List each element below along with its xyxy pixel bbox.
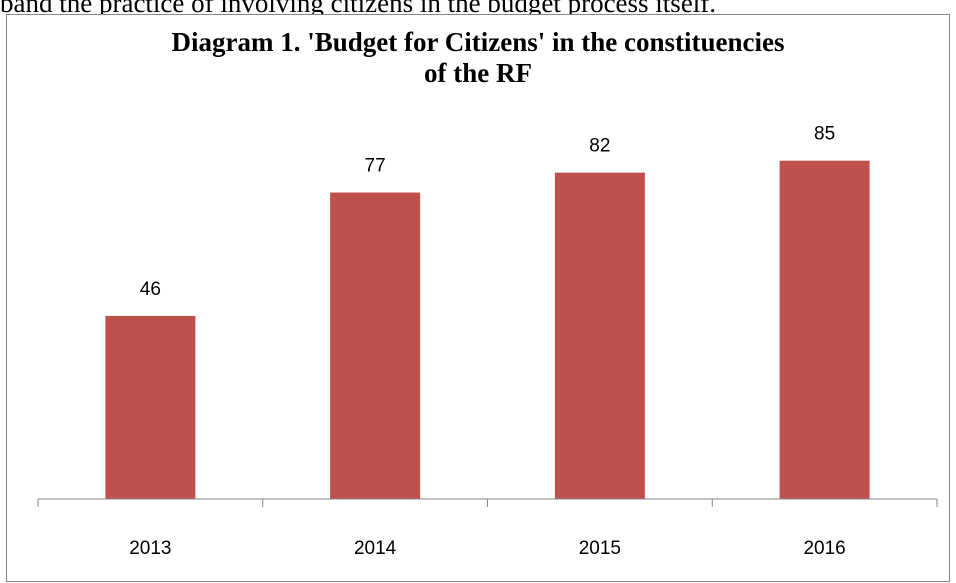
- category-label-2015: 2015: [579, 538, 621, 559]
- data-labels-layer: 46 77 82 85: [140, 124, 835, 300]
- category-label-2013: 2013: [129, 538, 171, 559]
- x-axis-category-labels: 2013 2014 2015 2016: [129, 538, 846, 559]
- category-label-2016: 2016: [803, 538, 845, 559]
- data-label-2014: 77: [365, 156, 386, 177]
- bar-2014: [330, 192, 421, 500]
- bar-2016: [779, 160, 870, 499]
- data-label-2016: 85: [814, 124, 835, 145]
- bars-layer: [105, 160, 870, 500]
- chart-title: Diagram 1. 'Budget for Citizens' in the …: [0, 27, 956, 89]
- data-label-2013: 46: [140, 279, 161, 300]
- category-label-2014: 2014: [354, 538, 397, 559]
- chart-title-line-2: of the RF: [424, 58, 532, 88]
- bar-2015: [554, 172, 645, 499]
- chart-title-line-1: Diagram 1. 'Budget for Citizens' in the …: [171, 27, 785, 57]
- bar-2013: [105, 315, 196, 499]
- data-label-2015: 82: [589, 136, 610, 157]
- document-text-line: band the practice of involving citizens …: [0, 0, 717, 18]
- x-axis-ticks: [37, 499, 938, 507]
